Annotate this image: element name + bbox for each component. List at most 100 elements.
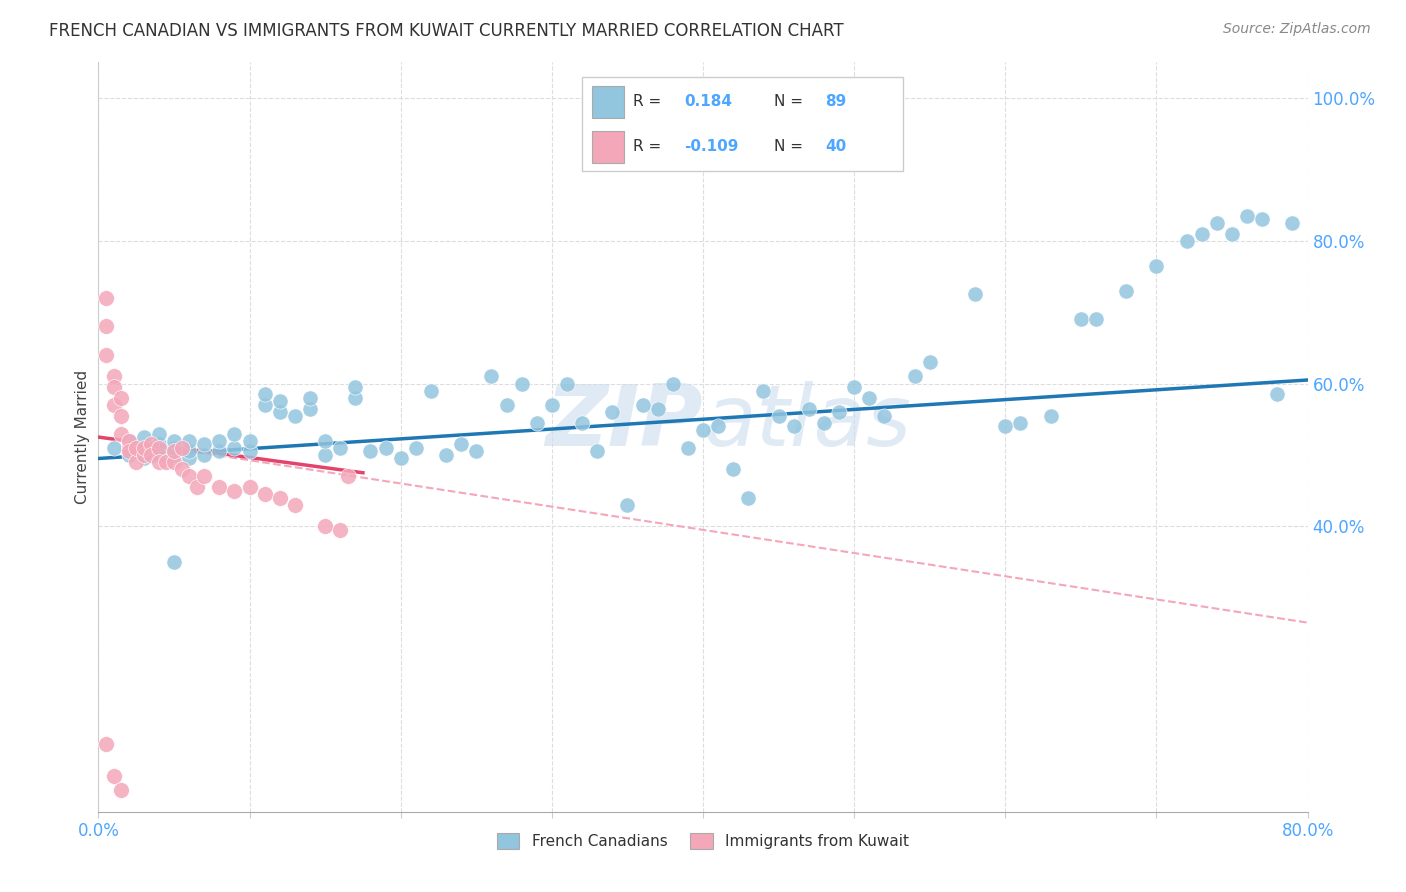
Point	[94, 291, 117, 305]
Point	[110, 426, 132, 441]
Point	[103, 369, 125, 384]
Point	[163, 434, 186, 448]
Point	[389, 451, 412, 466]
Point	[118, 434, 141, 448]
Point	[858, 391, 880, 405]
Point	[193, 448, 215, 462]
Point	[208, 444, 231, 458]
Point	[465, 444, 488, 458]
Point	[141, 448, 163, 462]
Point	[239, 480, 262, 494]
Point	[1175, 234, 1198, 248]
Point	[540, 398, 562, 412]
Point	[299, 401, 322, 416]
Point	[1115, 284, 1137, 298]
Point	[844, 380, 866, 394]
Point	[94, 737, 117, 751]
Point	[314, 519, 336, 533]
Point	[768, 409, 790, 423]
Point	[186, 480, 208, 494]
Point	[224, 441, 246, 455]
Point	[1267, 387, 1289, 401]
Legend: French Canadians, Immigrants from Kuwait: French Canadians, Immigrants from Kuwait	[489, 825, 917, 856]
Point	[239, 444, 262, 458]
Text: atlas: atlas	[703, 381, 911, 464]
Point	[873, 409, 896, 423]
Point	[1206, 216, 1229, 230]
Point	[148, 437, 170, 451]
Point	[118, 444, 141, 458]
Point	[193, 437, 215, 451]
Point	[555, 376, 578, 391]
Point	[1281, 216, 1303, 230]
Point	[965, 287, 987, 301]
Point	[208, 480, 231, 494]
Point	[253, 387, 276, 401]
Point	[344, 380, 367, 394]
Point	[148, 441, 170, 455]
Point	[118, 441, 141, 455]
Point	[103, 769, 125, 783]
Point	[269, 394, 291, 409]
Point	[329, 523, 352, 537]
Point	[110, 391, 132, 405]
Point	[631, 398, 654, 412]
Point	[1220, 227, 1243, 241]
Point	[571, 416, 593, 430]
Point	[661, 376, 683, 391]
Point	[179, 451, 201, 466]
Point	[94, 319, 117, 334]
Point	[1039, 409, 1062, 423]
Point	[103, 441, 125, 455]
Point	[125, 441, 148, 455]
Point	[647, 401, 669, 416]
Point	[239, 434, 262, 448]
Y-axis label: Currently Married: Currently Married	[75, 370, 90, 504]
Point	[163, 441, 186, 455]
Point	[163, 555, 186, 569]
Point	[1085, 312, 1108, 326]
Point	[193, 469, 215, 483]
Point	[141, 437, 163, 451]
Point	[904, 369, 927, 384]
Point	[1236, 209, 1258, 223]
Point	[148, 448, 170, 462]
Point	[163, 455, 186, 469]
Point	[481, 369, 503, 384]
Point	[132, 430, 155, 444]
Point	[828, 405, 851, 419]
Point	[797, 401, 820, 416]
Point	[434, 448, 457, 462]
Text: Source: ZipAtlas.com: Source: ZipAtlas.com	[1223, 22, 1371, 37]
Point	[360, 444, 382, 458]
Point	[676, 441, 699, 455]
Point	[110, 409, 132, 423]
Point	[737, 491, 759, 505]
Text: ZIP: ZIP	[546, 381, 703, 464]
Point	[163, 448, 186, 462]
Point	[299, 391, 322, 405]
Point	[314, 448, 336, 462]
Point	[170, 441, 193, 455]
Point	[224, 426, 246, 441]
Point	[148, 455, 170, 469]
Point	[94, 348, 117, 362]
Point	[253, 398, 276, 412]
Point	[692, 423, 714, 437]
Point	[405, 441, 427, 455]
Point	[314, 434, 336, 448]
Point	[125, 455, 148, 469]
Point	[1010, 416, 1032, 430]
Point	[329, 441, 352, 455]
Point	[132, 451, 155, 466]
Point	[103, 380, 125, 394]
Point	[707, 419, 730, 434]
Point	[616, 498, 638, 512]
Point	[450, 437, 472, 451]
Point	[1251, 212, 1274, 227]
Point	[1070, 312, 1092, 326]
Point	[179, 469, 201, 483]
Point	[132, 441, 155, 455]
Point	[602, 405, 624, 419]
Point	[284, 498, 307, 512]
